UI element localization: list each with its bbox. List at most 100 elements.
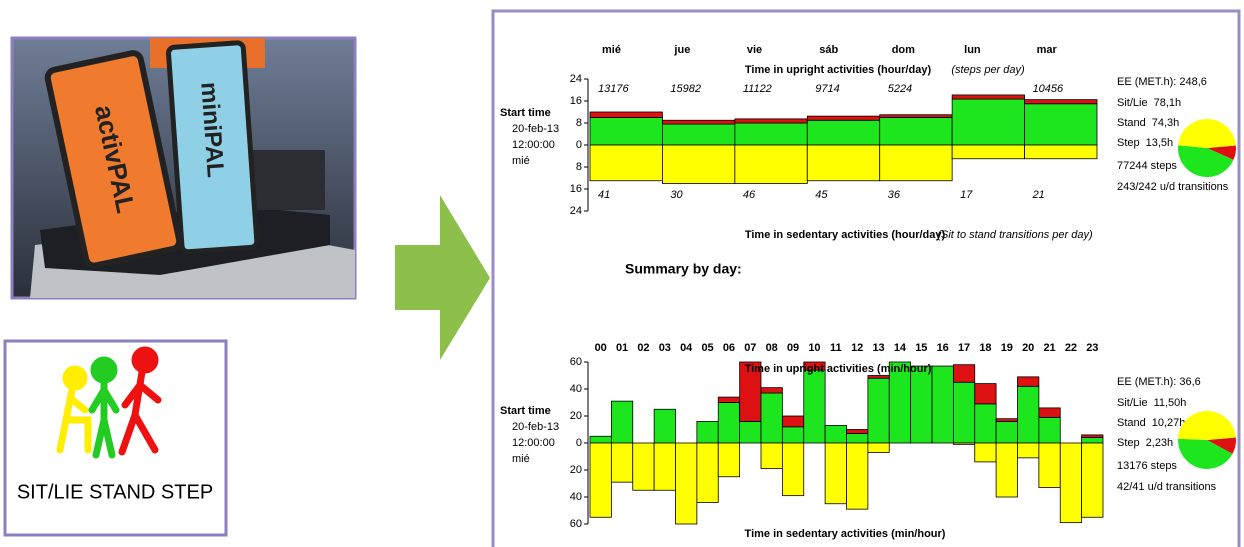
bar-segment: [880, 118, 952, 146]
bar-segment: [932, 366, 953, 443]
bar-segment: [654, 443, 675, 490]
bar-segment: [953, 443, 974, 444]
bar-segment: [996, 443, 1017, 497]
bar-segment: [911, 366, 932, 443]
bar-segment: [782, 416, 803, 427]
bar-segment: [782, 443, 803, 496]
y-tick-label: 60: [570, 518, 582, 530]
summary-value: 74,3h: [1152, 117, 1180, 129]
bar-segment: [611, 443, 632, 482]
category-label: 01: [616, 342, 628, 354]
bar-segment: [740, 421, 761, 443]
category-label: 13: [872, 342, 884, 354]
bar-segment: [1018, 443, 1039, 458]
y-tick-label: 8: [576, 161, 582, 173]
y-tick-label: 16: [570, 183, 582, 195]
bar-segment: [975, 384, 996, 404]
y-tick-label: 40: [570, 491, 582, 503]
bar-segment: [847, 443, 868, 509]
category-label: 23: [1086, 342, 1098, 354]
bar-segment: [952, 145, 1024, 159]
summary-ee: EE (MET.h): 36,6: [1117, 376, 1201, 388]
icon-label: SIT/LIE STAND STEP: [17, 481, 213, 503]
bar-segment: [662, 124, 734, 145]
category-label: 03: [659, 342, 671, 354]
bar-segment: [611, 401, 632, 443]
category-label: 07: [744, 342, 756, 354]
bar-segment: [761, 388, 782, 393]
category-label: 02: [637, 342, 649, 354]
transitions-label: 21: [1032, 189, 1045, 201]
arrow: [395, 195, 490, 360]
steps-label: 15982: [670, 83, 701, 95]
transitions-label: 36: [888, 189, 901, 201]
category-label: 15: [915, 342, 927, 354]
y-tick-label: 16: [570, 95, 582, 107]
y-tick-label: 60: [570, 356, 582, 368]
bar-segment: [847, 430, 868, 434]
bar-segment: [662, 145, 734, 184]
bar-segment: [633, 443, 654, 490]
transitions-label: 30: [670, 189, 683, 201]
transitions-label: 17: [960, 189, 973, 201]
category-label: 10: [808, 342, 820, 354]
bar-segment: [718, 397, 739, 402]
device-photo: activPAL miniPAL: [12, 38, 355, 298]
category-label: mié: [602, 44, 621, 56]
summary-transitions: 243/242 u/d transitions: [1117, 181, 1229, 193]
bar-segment: [868, 443, 889, 452]
bottom-title: Time in sedentary activities (min/hour): [745, 528, 946, 540]
bar-segment: [1082, 438, 1103, 443]
summary-value: 10,27h: [1152, 417, 1186, 429]
bar-segment: [590, 145, 662, 181]
bar-segment: [782, 427, 803, 443]
transitions-note: (Sit to stand transitions per day): [937, 229, 1093, 241]
bar-segment: [735, 123, 807, 145]
category-label: 14: [894, 342, 907, 354]
start-info: 12:00:00: [512, 437, 555, 449]
start-info: 20-feb-13: [512, 421, 559, 433]
steps-label: 9714: [815, 83, 839, 95]
category-label: 06: [723, 342, 735, 354]
bar-segment: [676, 443, 697, 524]
steps-label: 10456: [1033, 83, 1064, 95]
summary-value: 2,23h: [1146, 437, 1174, 449]
start-info: Start time: [500, 405, 551, 417]
summary-value: 78,1h: [1154, 97, 1182, 109]
category-label: 18: [979, 342, 991, 354]
bar-segment: [953, 382, 974, 443]
transitions-label: 46: [743, 189, 756, 201]
y-tick-label: 20: [570, 410, 582, 422]
summary-label: Stand: [1117, 117, 1146, 129]
bottom-title: Time in sedentary activities (hour/day): [745, 229, 946, 241]
category-label: mar: [1037, 44, 1058, 56]
start-info: mié: [512, 155, 530, 167]
start-info: 12:00:00: [512, 139, 555, 151]
bar-segment: [1018, 377, 1039, 386]
category-label: 17: [958, 342, 970, 354]
summary-steps: 77244 steps: [1117, 160, 1177, 172]
bar-segment: [590, 436, 611, 443]
summary-transitions: 42/41 u/d transitions: [1117, 481, 1217, 493]
y-tick-label: 40: [570, 383, 582, 395]
y-tick-label: 0: [576, 139, 582, 151]
bar-segment: [590, 112, 662, 118]
bar-segment: [697, 443, 718, 502]
summary-label: Step: [1117, 137, 1140, 149]
category-label: 09: [787, 342, 799, 354]
summary-label: Step: [1117, 437, 1140, 449]
bar-segment: [654, 409, 675, 443]
bar-segment: [1039, 408, 1060, 417]
summary-value: 11,50h: [1154, 397, 1187, 409]
bar-segment: [975, 443, 996, 462]
bar-segment: [1025, 104, 1097, 145]
bar-segment: [868, 376, 889, 379]
steps-label: 5224: [888, 83, 912, 95]
bar-segment: [807, 120, 879, 145]
category-label: 00: [595, 342, 607, 354]
bar-segment: [718, 443, 739, 477]
bar-segment: [761, 443, 782, 469]
bar-segment: [825, 425, 846, 443]
